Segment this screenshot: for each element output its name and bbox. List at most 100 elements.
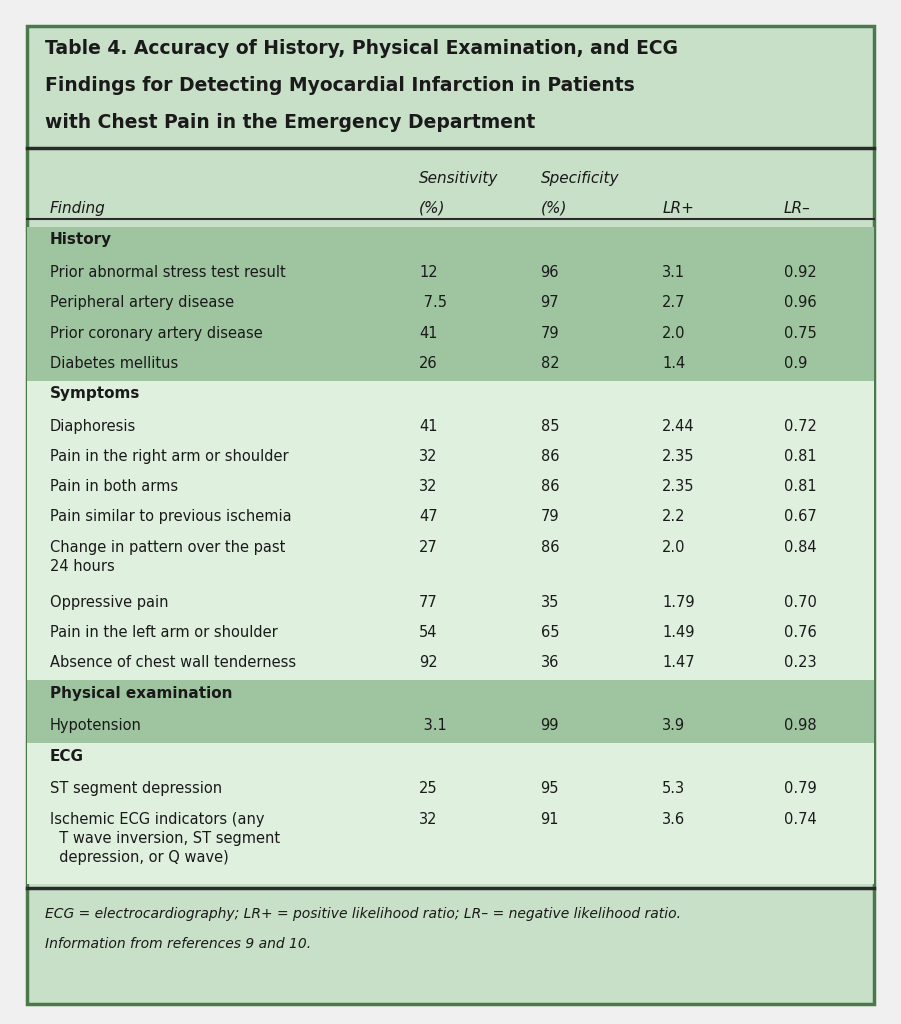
Text: 97: 97 [541,295,560,310]
Text: 1.4: 1.4 [662,355,686,371]
Text: 0.98: 0.98 [784,718,816,733]
Text: ECG = electrocardiography; LR+ = positive likelihood ratio; LR– = negative likel: ECG = electrocardiography; LR+ = positiv… [45,906,681,921]
Text: ECG: ECG [50,749,84,764]
Text: 1.47: 1.47 [662,655,695,671]
FancyBboxPatch shape [27,26,874,1004]
Text: LR+: LR+ [662,201,694,216]
FancyBboxPatch shape [27,443,874,474]
Text: 96: 96 [541,265,560,281]
Text: 3.1: 3.1 [662,265,686,281]
Text: 0.67: 0.67 [784,509,816,524]
Text: Symptoms: Symptoms [50,386,140,401]
Text: Change in pattern over the past
24 hours: Change in pattern over the past 24 hours [50,540,285,573]
Text: 2.7: 2.7 [662,295,686,310]
Text: Information from references 9 and 10.: Information from references 9 and 10. [45,937,311,951]
Text: 86: 86 [541,479,560,495]
Text: 25: 25 [419,781,438,797]
Text: 7.5: 7.5 [419,295,447,310]
Text: ST segment depression: ST segment depression [50,781,222,797]
FancyBboxPatch shape [27,350,874,381]
Text: Oppressive pain: Oppressive pain [50,595,168,610]
Text: Sensitivity: Sensitivity [419,171,498,186]
Text: Prior coronary artery disease: Prior coronary artery disease [50,326,262,341]
Text: 54: 54 [419,625,438,640]
Text: 0.74: 0.74 [784,811,816,826]
Text: 0.70: 0.70 [784,595,816,610]
Text: History: History [50,232,112,248]
Text: 2.2: 2.2 [662,509,686,524]
Text: 86: 86 [541,449,560,464]
Text: (%): (%) [541,201,567,216]
FancyBboxPatch shape [27,321,874,350]
Text: 0.23: 0.23 [784,655,816,671]
Text: 79: 79 [541,326,560,341]
FancyBboxPatch shape [27,650,874,680]
Text: 0.79: 0.79 [784,781,816,797]
Text: 35: 35 [541,595,559,610]
FancyBboxPatch shape [27,260,874,291]
Text: Ischemic ECG indicators (any
  T wave inversion, ST segment
  depression, or Q w: Ischemic ECG indicators (any T wave inve… [50,811,279,865]
Text: 0.81: 0.81 [784,449,816,464]
Text: Prior abnormal stress test result: Prior abnormal stress test result [50,265,286,281]
Text: Pain similar to previous ischemia: Pain similar to previous ischemia [50,509,291,524]
Text: Table 4. Accuracy of History, Physical Examination, and ECG: Table 4. Accuracy of History, Physical E… [45,39,678,58]
Text: 1.49: 1.49 [662,625,695,640]
FancyBboxPatch shape [27,776,874,806]
Text: 32: 32 [419,479,438,495]
Text: 91: 91 [541,811,560,826]
Text: 36: 36 [541,655,559,671]
Text: 47: 47 [419,509,438,524]
Text: 32: 32 [419,811,438,826]
Text: 2.35: 2.35 [662,449,695,464]
Text: 0.96: 0.96 [784,295,816,310]
Text: 0.81: 0.81 [784,479,816,495]
Text: Absence of chest wall tenderness: Absence of chest wall tenderness [50,655,296,671]
FancyBboxPatch shape [27,713,874,743]
Text: 85: 85 [541,419,560,434]
FancyBboxPatch shape [27,474,874,504]
Text: (%): (%) [419,201,445,216]
Text: Diabetes mellitus: Diabetes mellitus [50,355,177,371]
FancyBboxPatch shape [27,504,874,535]
Text: 2.44: 2.44 [662,419,695,434]
Text: 2.0: 2.0 [662,326,686,341]
Text: Pain in both arms: Pain in both arms [50,479,177,495]
Text: 41: 41 [419,326,438,341]
Text: 0.75: 0.75 [784,326,816,341]
FancyBboxPatch shape [27,381,874,414]
Text: 32: 32 [419,449,438,464]
Text: 27: 27 [419,540,438,555]
Text: Peripheral artery disease: Peripheral artery disease [50,295,233,310]
Text: 3.6: 3.6 [662,811,686,826]
Text: 5.3: 5.3 [662,781,686,797]
Text: 79: 79 [541,509,560,524]
Text: Pain in the left arm or shoulder: Pain in the left arm or shoulder [50,625,278,640]
Text: Physical examination: Physical examination [50,685,232,700]
FancyBboxPatch shape [27,743,874,776]
FancyBboxPatch shape [27,590,874,620]
FancyBboxPatch shape [27,535,874,590]
Text: LR–: LR– [784,201,811,216]
Text: 0.92: 0.92 [784,265,816,281]
Text: 82: 82 [541,355,560,371]
Text: Finding: Finding [50,201,105,216]
Text: 86: 86 [541,540,560,555]
FancyBboxPatch shape [27,414,874,443]
Text: 0.9: 0.9 [784,355,807,371]
Text: 65: 65 [541,625,560,640]
Text: 0.76: 0.76 [784,625,816,640]
FancyBboxPatch shape [27,227,874,260]
Text: 2.0: 2.0 [662,540,686,555]
Text: 1.79: 1.79 [662,595,695,610]
Text: 41: 41 [419,419,438,434]
FancyBboxPatch shape [27,680,874,713]
FancyBboxPatch shape [27,806,874,884]
Text: 12: 12 [419,265,438,281]
Text: 0.72: 0.72 [784,419,816,434]
FancyBboxPatch shape [27,620,874,650]
Text: Hypotension: Hypotension [50,718,141,733]
Text: Diaphoresis: Diaphoresis [50,419,136,434]
FancyBboxPatch shape [27,291,874,321]
Text: Specificity: Specificity [541,171,619,186]
Text: Pain in the right arm or shoulder: Pain in the right arm or shoulder [50,449,288,464]
